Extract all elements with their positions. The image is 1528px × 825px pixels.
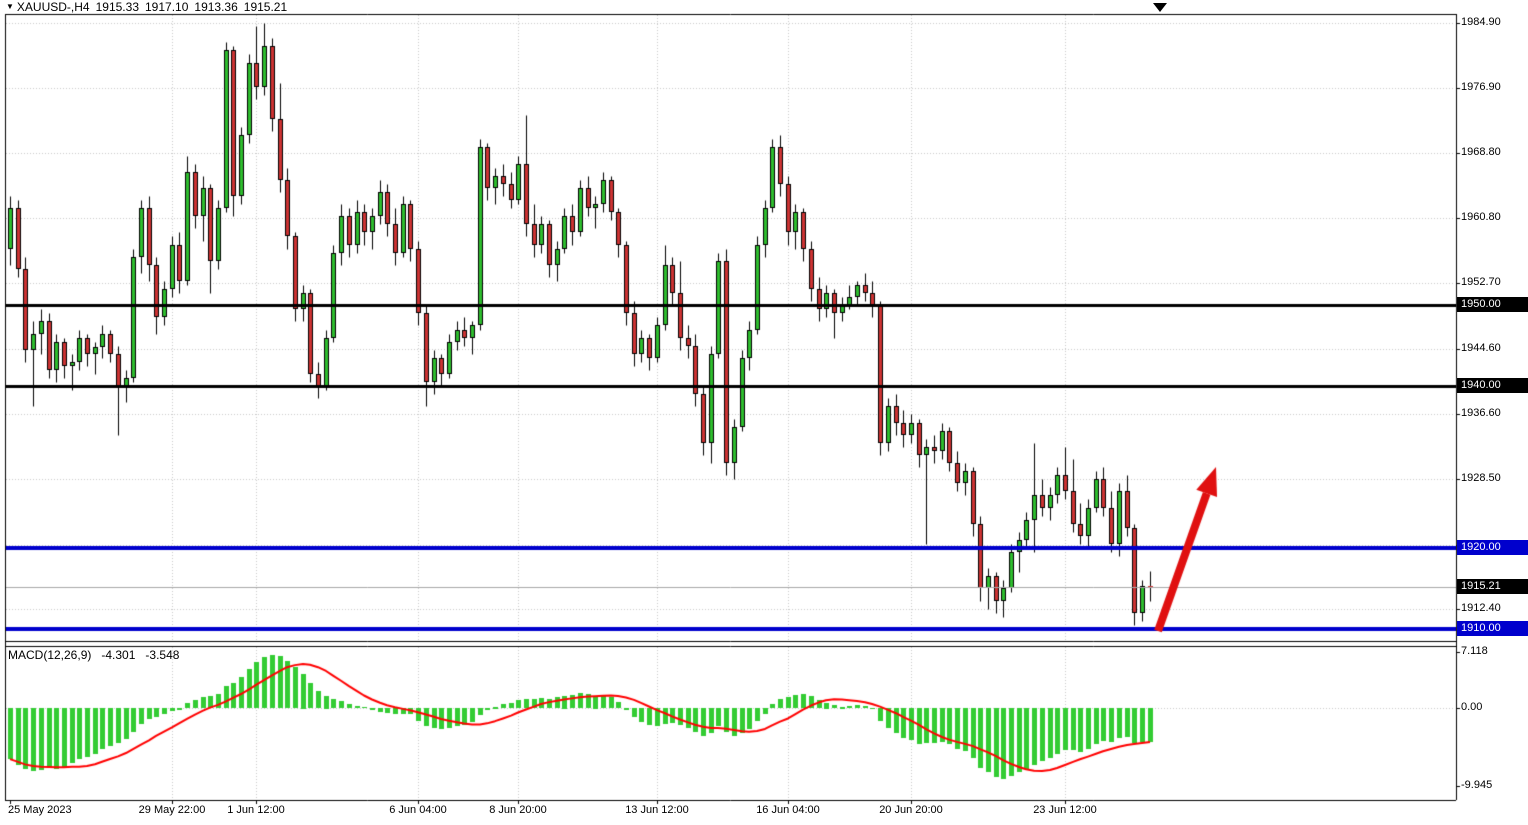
price-axis-label: 1960.80	[1461, 211, 1501, 223]
price-axis-label: 1976.90	[1461, 81, 1501, 93]
ohlc-close: 1915.21	[243, 0, 288, 14]
macd-name: MACD(12,26,9)	[8, 648, 92, 662]
time-axis-label: 6 Jun 04:00	[389, 804, 447, 816]
price-axis-badge: 1915.21	[1457, 579, 1528, 594]
ohlc-high: 1917.10	[145, 0, 189, 14]
price-axis-label: 1912.40	[1461, 602, 1501, 614]
price-axis-label: 1928.50	[1461, 472, 1501, 484]
macd-axis-label: 0.00	[1461, 701, 1483, 713]
price-axis-badge: 1920.00	[1457, 540, 1528, 555]
collapse-triangle-icon[interactable]: ▼	[6, 2, 14, 11]
chart-shift-marker-icon[interactable]	[1153, 3, 1167, 12]
time-axis-label: 23 Jun 12:00	[1033, 804, 1097, 816]
price-axis-label: 1944.60	[1461, 342, 1501, 354]
price-axis-badge: 1910.00	[1457, 621, 1528, 636]
macd-signal-value: -3.548	[145, 648, 180, 662]
time-axis-label: 25 May 2023	[8, 804, 72, 816]
ohlc-low: 1913.36	[194, 0, 238, 14]
ohlc-open: 1915.33	[95, 0, 139, 14]
price-axis-label: 1984.90	[1461, 16, 1501, 28]
time-axis-label: 13 Jun 12:00	[625, 804, 689, 816]
price-axis-badge: 1950.00	[1457, 297, 1528, 312]
time-axis-label: 8 Jun 20:00	[489, 804, 547, 816]
time-axis-label: 1 Jun 12:00	[227, 804, 285, 816]
macd-indicator-label: MACD(12,26,9) -4.301 -3.548	[8, 648, 184, 662]
symbol-timeframe-label: XAUUSD-,H4	[16, 0, 90, 14]
price-axis-badge: 1940.00	[1457, 378, 1528, 393]
price-axis-label: 1952.70	[1461, 276, 1501, 288]
macd-axis-label: 7.118	[1461, 645, 1488, 657]
time-axis-label: 16 Jun 04:00	[756, 804, 820, 816]
price-axis-label: 1936.60	[1461, 407, 1501, 419]
macd-value: -4.301	[101, 648, 136, 662]
time-axis-label: 20 Jun 20:00	[879, 804, 943, 816]
chart-header: ▼ XAUUSD-,H4 1915.33 1917.10 1913.36 1915.21	[6, 0, 287, 14]
macd-axis-label: -9.945	[1461, 779, 1493, 791]
time-axis-label: 29 May 22:00	[138, 804, 206, 816]
price-axis-label: 1968.80	[1461, 146, 1501, 158]
